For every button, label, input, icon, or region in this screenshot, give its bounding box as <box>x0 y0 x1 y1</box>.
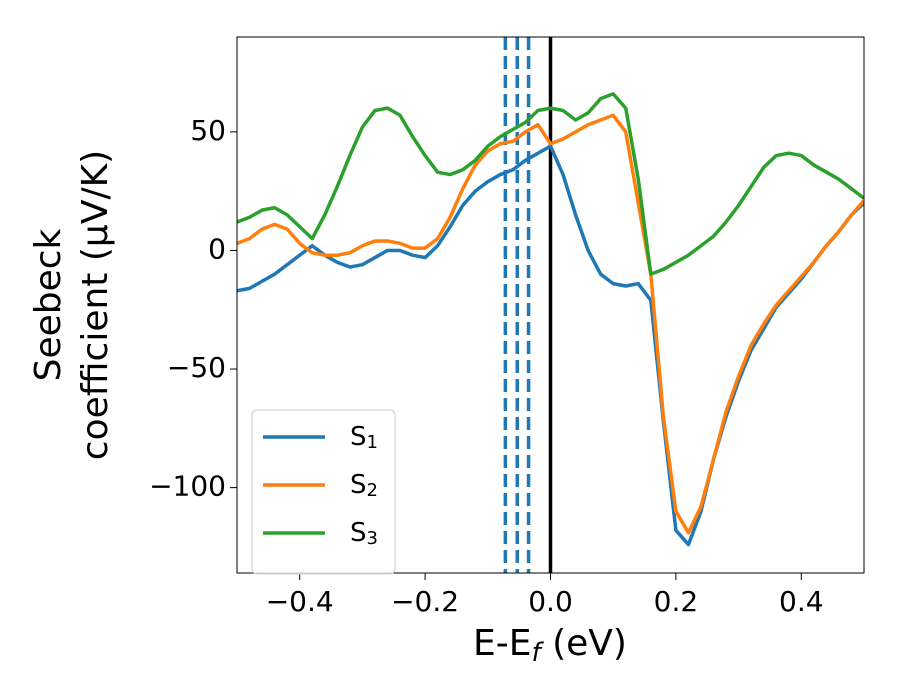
y-tick-label: −50 <box>167 351 226 384</box>
y-tick-label: −100 <box>149 470 226 503</box>
y-tick-label: 0 <box>208 232 226 265</box>
plot-frame <box>236 36 865 574</box>
y-axis-label: Seebeck <box>28 228 69 381</box>
legend-label: S1 <box>350 422 378 454</box>
x-tick-label: 0.4 <box>779 585 824 618</box>
legend-label: S3 <box>350 518 378 550</box>
y-tick-label: 50 <box>190 114 226 147</box>
x-tick-label: 0.0 <box>528 585 573 618</box>
x-axis-label: E-Ef (eV) <box>473 623 627 668</box>
y-axis-label: coefficient (μV/K) <box>75 150 116 460</box>
series-line <box>237 113 864 535</box>
x-tick-label: 0.2 <box>654 585 699 618</box>
x-tick-label: −0.4 <box>266 585 334 618</box>
legend-label: S2 <box>350 470 378 502</box>
series-line <box>237 144 864 547</box>
x-tick-label: −0.2 <box>391 585 459 618</box>
series-line <box>237 92 864 276</box>
